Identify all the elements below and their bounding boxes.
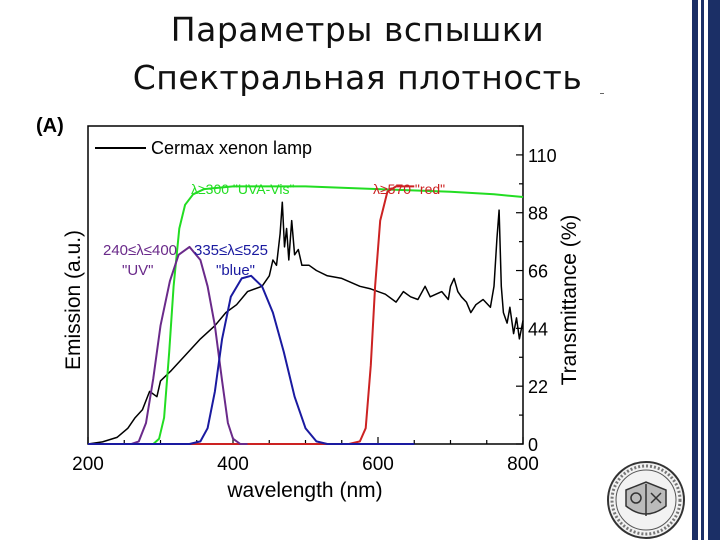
series-line-4	[88, 274, 415, 445]
y-tick-label: 110	[528, 146, 557, 166]
x-tick-label: 400	[217, 454, 249, 475]
legend-uv-name: "UV"	[122, 262, 154, 279]
title-underline-mark	[600, 93, 604, 94]
slide-edge-bar	[708, 0, 720, 540]
series-line-3	[88, 245, 248, 445]
y-tick-label: 44	[528, 319, 548, 339]
y-tick-label: 0	[528, 435, 538, 455]
y-tick-label: 66	[528, 262, 548, 282]
series-line-2	[88, 185, 415, 445]
legend-red: λ≥570 "red"	[373, 181, 445, 197]
panel-label: (A)	[36, 115, 64, 137]
legend-uv-range: 240≤λ≤400	[103, 242, 177, 259]
slide-edge-bar	[692, 0, 698, 540]
legend-blue-range: 335≤λ≤525	[194, 242, 268, 259]
x-axis-label: wavelength (nm)	[226, 479, 382, 502]
y-tick-label: 88	[528, 204, 548, 224]
legend-lamp: Cermax xenon lamp	[151, 138, 312, 158]
legend-blue-name: "blue"	[216, 262, 255, 279]
y-axis-right: 0 22 44 66 88 110	[516, 125, 557, 455]
slide-title-line-2: Спектральная плотность	[132, 58, 583, 97]
x-tick-label: 600	[362, 454, 394, 475]
x-tick-label: 800	[507, 454, 539, 475]
y-tick-label: 22	[528, 377, 548, 397]
legend-uvavis: λ≥300 "UVA-Vis"	[191, 181, 295, 197]
y-axis-left-label: Emission (a.u.)	[62, 230, 85, 370]
series-layer	[87, 185, 524, 445]
y-axis-right-label: Transmittance (%)	[558, 215, 581, 386]
x-tick-label: 200	[72, 454, 104, 475]
x-axis: 200 400 600 800	[72, 437, 539, 475]
slide-title-line-1: Параметры вспышки	[170, 10, 545, 49]
university-emblem	[607, 461, 685, 539]
series-line-1	[88, 185, 524, 445]
plot-frame	[87, 125, 524, 445]
slide-edge-bar	[701, 0, 704, 540]
series-line-0	[87, 201, 524, 445]
